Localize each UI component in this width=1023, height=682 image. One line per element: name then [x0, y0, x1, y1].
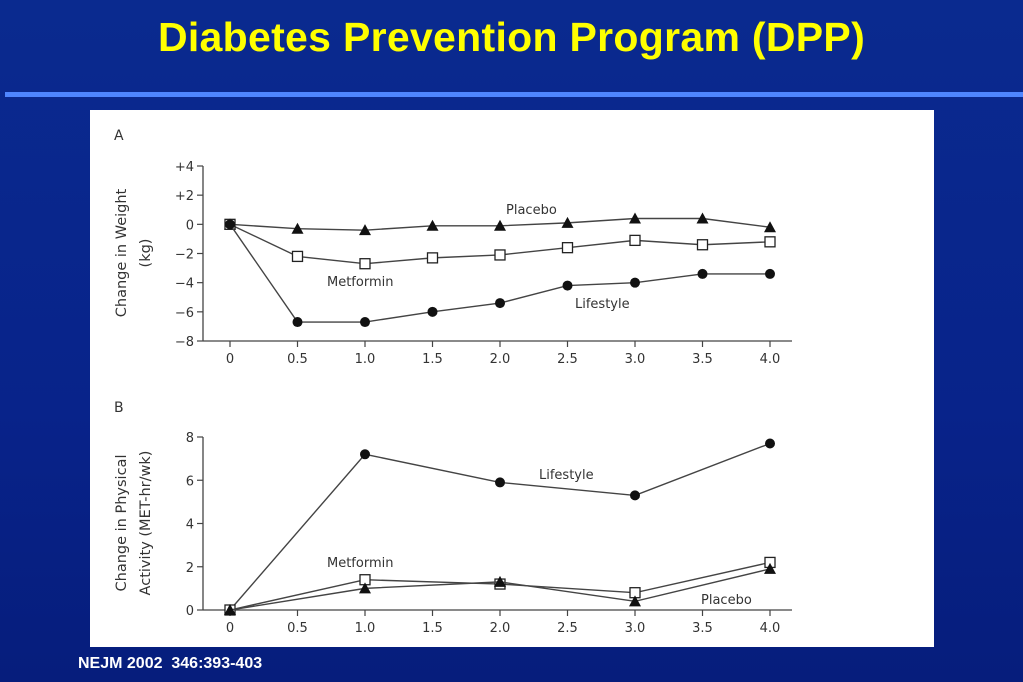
y-tick-label: −2 — [175, 248, 194, 263]
y-axis-label: (kg) — [138, 239, 154, 268]
y-tick-label: 4 — [186, 518, 194, 533]
y-tick-label: 2 — [186, 561, 194, 576]
citation: NEJM 2002 346:393-403 — [78, 655, 263, 672]
y-tick-label: 0 — [186, 604, 194, 619]
y-axis-label: Change in Physical — [114, 455, 130, 592]
series-label-lifestyle: Lifestyle — [575, 297, 630, 312]
y-tick-label: +2 — [175, 189, 194, 204]
x-tick-label: 2.0 — [490, 621, 511, 636]
data-point-metformin — [291, 250, 304, 263]
x-tick-label: 1.0 — [355, 352, 376, 367]
y-tick-label: 0 — [186, 218, 194, 233]
x-tick-label: 1.5 — [422, 621, 443, 636]
x-tick-label: 3.5 — [692, 621, 713, 636]
x-tick-label: 3.0 — [625, 621, 646, 636]
y-tick-label: 8 — [186, 431, 194, 446]
x-tick-label: 2.5 — [557, 352, 578, 367]
data-point-lifestyle — [427, 306, 438, 317]
y-tick-label: −6 — [175, 306, 194, 321]
data-point-placebo — [359, 582, 371, 594]
data-point-placebo — [696, 212, 709, 224]
data-point-metformin — [561, 242, 574, 254]
x-tick-label: 2.0 — [490, 352, 511, 367]
y-tick-label: +4 — [175, 160, 194, 175]
data-point-placebo — [224, 604, 236, 615]
panel-label: A — [114, 128, 124, 144]
x-tick-label: 3.5 — [692, 352, 713, 367]
series-label-placebo: Placebo — [506, 203, 557, 218]
data-point-placebo — [494, 219, 506, 231]
x-tick-label: 0 — [226, 352, 234, 367]
panel-label: B — [114, 400, 124, 416]
slide-title: Diabetes Prevention Program (DPP) — [157, 14, 866, 60]
title-divider — [5, 92, 1023, 97]
x-tick-label: 1.5 — [422, 352, 443, 367]
data-point-lifestyle — [765, 438, 775, 449]
x-tick-label: 2.5 — [557, 621, 578, 636]
data-point-lifestyle — [225, 219, 235, 230]
data-point-lifestyle — [495, 477, 505, 488]
x-tick-label: 0.5 — [287, 352, 308, 367]
data-point-lifestyle — [562, 280, 573, 291]
x-tick-label: 4.0 — [760, 352, 781, 367]
data-point-lifestyle — [765, 268, 775, 279]
x-tick-label: 4.0 — [760, 621, 781, 636]
data-point-lifestyle — [630, 277, 640, 288]
series-label-metformin: Metformin — [327, 556, 393, 571]
x-tick-label: 0 — [226, 621, 234, 636]
x-tick-label: 0.5 — [287, 621, 308, 636]
data-point-placebo — [561, 216, 574, 228]
x-tick-label: 3.0 — [625, 352, 646, 367]
data-point-metformin — [696, 239, 709, 251]
data-point-placebo — [764, 562, 776, 574]
data-point-placebo — [764, 221, 776, 233]
data-point-placebo — [426, 219, 439, 231]
y-axis-label: Activity (MET-hr/wk) — [138, 451, 154, 596]
y-tick-label: −8 — [175, 335, 194, 350]
y-tick-label: 6 — [186, 474, 194, 489]
y-axis-label: Change in Weight — [114, 188, 130, 317]
data-point-lifestyle — [630, 490, 640, 501]
figure-panel: A +4 +2 0 −2 −4 −6 −8 0 0.5 1.0 1.5 2.0 2.5 3.0 3.5 4.0 C… — [90, 110, 934, 647]
y-tick-label: −4 — [175, 277, 194, 292]
data-point-lifestyle — [495, 298, 505, 309]
data-point-placebo — [629, 212, 641, 224]
data-point-metformin — [494, 249, 506, 261]
data-point-metformin — [426, 252, 439, 264]
data-point-lifestyle — [360, 317, 370, 328]
data-point-metformin — [629, 234, 641, 247]
figure-svg: A +4 +2 0 −2 −4 −6 −8 0 0.5 1.0 1.5 2.0 2.5 3.0 3.5 4.0 C… — [114, 128, 792, 636]
data-point-placebo — [359, 224, 371, 236]
series-label-metformin: Metformin — [327, 275, 393, 290]
data-point-lifestyle — [292, 317, 303, 328]
data-point-metformin — [359, 258, 371, 270]
x-tick-label: 1.0 — [355, 621, 376, 636]
data-point-placebo — [494, 575, 506, 587]
data-point-metformin — [764, 236, 776, 248]
series-label-placebo: Placebo — [701, 593, 752, 608]
data-point-lifestyle — [360, 449, 370, 460]
data-point-placebo — [291, 222, 304, 234]
data-point-lifestyle — [697, 268, 708, 279]
series-label-lifestyle: Lifestyle — [539, 468, 594, 483]
data-point-placebo — [629, 595, 641, 607]
